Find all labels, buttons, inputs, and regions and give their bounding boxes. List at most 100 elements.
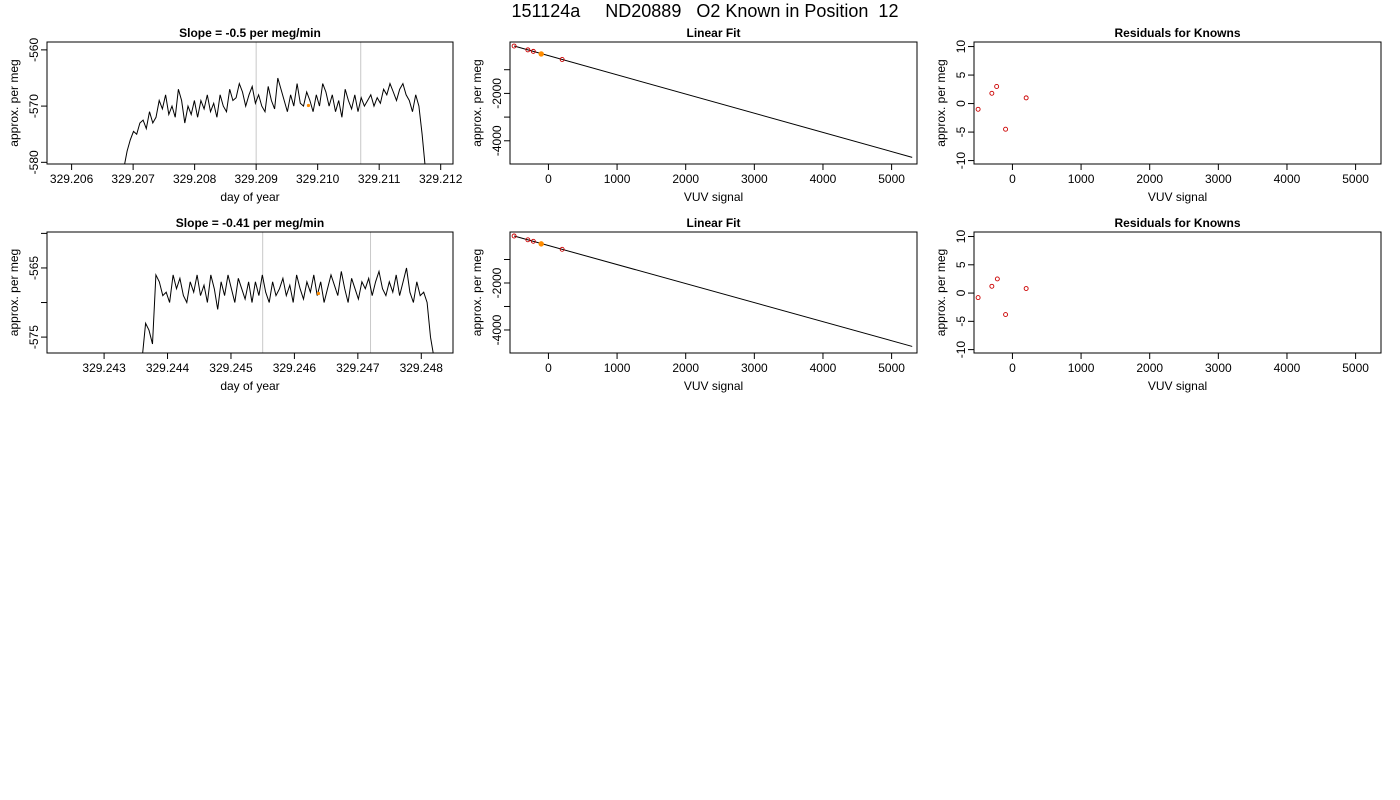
x-tick-label: 3000 — [741, 172, 768, 186]
y-axis-label: approx. per meg — [934, 249, 948, 336]
chart-title: Linear Fit — [686, 26, 740, 40]
x-axis-label: day of year — [220, 190, 279, 204]
plot-frame — [973, 41, 1382, 165]
data-point — [989, 90, 995, 96]
data-point — [989, 283, 995, 289]
data-series-line — [142, 267, 434, 353]
x-tick-label: 4000 — [1274, 361, 1301, 375]
data-point — [1023, 286, 1029, 291]
x-axis-label: VUV signal — [1148, 379, 1207, 393]
plot-area — [975, 84, 1029, 132]
y-tick-label: 10 — [954, 40, 968, 54]
x-tick-label: 5000 — [878, 172, 905, 186]
x-tick-label: 3000 — [741, 361, 768, 375]
x-tick-label: 329.246 — [273, 361, 317, 375]
y-tick-label: 0 — [954, 100, 968, 107]
y-tick-label: -5 — [954, 316, 968, 327]
highlight-point — [306, 103, 311, 108]
x-tick-label: 329.243 — [82, 361, 126, 375]
x-tick-label: 0 — [545, 361, 552, 375]
plot-area — [511, 43, 913, 158]
x-tick-label: 2000 — [1136, 172, 1163, 186]
data-point — [1003, 126, 1009, 132]
chart-panel-5: 0 1000 2000 3000 4000 5000 -4000 -2000 Linear Fi… — [470, 216, 918, 393]
plot-area — [975, 276, 1029, 318]
plot-area — [511, 233, 913, 347]
x-tick-label: 329.211 — [358, 172, 401, 186]
plot-area — [124, 42, 426, 164]
data-point — [994, 276, 1000, 282]
x-tick-label: 4000 — [1274, 172, 1301, 186]
data-point — [530, 238, 536, 244]
data-point — [525, 47, 531, 53]
data-series-line — [124, 77, 426, 164]
plot-area — [142, 232, 434, 353]
x-tick-label: 5000 — [1342, 361, 1369, 375]
fit-line — [513, 235, 913, 347]
x-tick-label: 329.210 — [296, 172, 340, 186]
y-axis-label: approx. per meg — [470, 249, 484, 336]
x-tick-label: 5000 — [878, 361, 905, 375]
x-tick-label: 2000 — [1136, 361, 1163, 375]
data-point — [559, 246, 565, 252]
y-axis-label: approx. per meg — [7, 59, 21, 146]
y-tick-label: -575 — [27, 325, 41, 349]
data-point — [559, 57, 565, 62]
y-tick-label: -4000 — [490, 125, 504, 156]
fit-line — [513, 45, 913, 158]
x-axis-label: VUV signal — [1148, 190, 1207, 204]
chart-panel-3: 0 1000 2000 3000 4000 5000 -10 -5 0 5 10 Residuals … — [934, 26, 1382, 204]
y-tick-label: -4000 — [490, 314, 504, 345]
y-tick-label: 5 — [954, 261, 968, 268]
data-point — [511, 233, 517, 239]
chart-title: Slope = -0.41 per meg/min — [176, 216, 324, 230]
highlight-point — [538, 241, 544, 247]
x-tick-label: 329.207 — [111, 172, 155, 186]
x-tick-label: 329.212 — [419, 172, 463, 186]
plot-frame — [46, 231, 454, 354]
data-point — [1003, 312, 1009, 318]
y-axis-label: approx. per meg — [934, 59, 948, 146]
x-tick-label: 1000 — [604, 361, 631, 375]
y-tick-label: -570 — [27, 94, 41, 118]
data-point — [511, 43, 517, 49]
x-axis-label: VUV signal — [684, 190, 743, 204]
y-tick-label: -565 — [27, 256, 41, 280]
x-tick-label: 1000 — [604, 172, 631, 186]
x-tick-label: 4000 — [810, 361, 837, 375]
x-tick-label: 4000 — [810, 172, 837, 186]
chart-title: Slope = -0.5 per meg/min — [179, 26, 321, 40]
data-point — [530, 48, 536, 54]
chart-title: Linear Fit — [686, 216, 740, 230]
x-tick-label: 329.206 — [50, 172, 94, 186]
x-tick-label: 1000 — [1068, 361, 1095, 375]
data-point — [525, 237, 531, 243]
x-tick-label: 0 — [1009, 361, 1016, 375]
x-tick-label: 1000 — [1068, 172, 1095, 186]
x-tick-label: 329.208 — [173, 172, 217, 186]
y-tick-label: -580 — [27, 150, 41, 174]
chart-title: Residuals for Knowns — [1114, 26, 1240, 40]
x-tick-label: 2000 — [672, 361, 699, 375]
x-tick-label: 5000 — [1342, 172, 1369, 186]
y-tick-label: 10 — [954, 230, 968, 244]
data-point — [975, 106, 981, 112]
chart-panel-6: 0 1000 2000 3000 4000 5000 -10 -5 0 5 10 Residuals … — [934, 216, 1382, 393]
x-tick-label: 0 — [545, 172, 552, 186]
y-axis-label: approx. per meg — [7, 249, 21, 336]
data-point — [975, 295, 981, 301]
x-tick-label: 329.209 — [234, 172, 278, 186]
x-tick-label: 329.245 — [209, 361, 253, 375]
x-tick-label: 3000 — [1205, 361, 1232, 375]
plot-frame — [973, 231, 1382, 354]
x-tick-label: 329.244 — [146, 361, 190, 375]
y-tick-label: -560 — [27, 38, 41, 62]
data-point — [1023, 95, 1029, 101]
plot-frame — [46, 41, 454, 165]
x-axis-label: day of year — [220, 379, 279, 393]
y-tick-label: -2000 — [490, 78, 504, 109]
x-tick-label: 329.247 — [336, 361, 380, 375]
y-axis-label: approx. per meg — [470, 59, 484, 146]
y-tick-label: -2000 — [490, 267, 504, 298]
